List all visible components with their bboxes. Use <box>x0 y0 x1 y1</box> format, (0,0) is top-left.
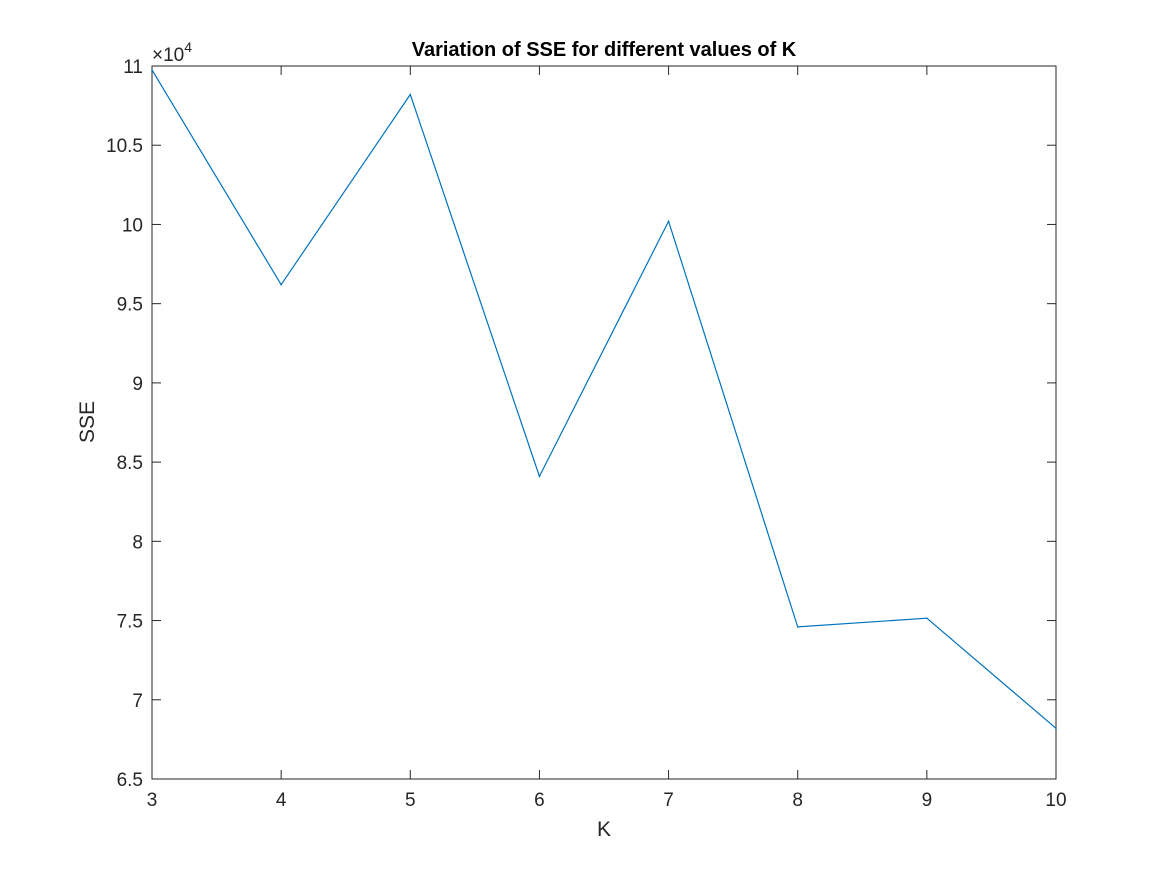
chart-title: Variation of SSE for different values of… <box>412 39 797 61</box>
series-lines <box>151 69 1057 730</box>
y-axis-multiplier: ×104 <box>152 39 192 66</box>
sse-series-line <box>151 69 1057 729</box>
y-axis-multiplier-exponent: 4 <box>184 39 192 55</box>
sse-data-point <box>538 475 541 478</box>
y-axis-multiplier-base: ×10 <box>152 45 184 66</box>
y-tick-label: 6.5 <box>117 770 143 791</box>
x-tick-label: 3 <box>147 790 158 811</box>
x-axis-label: K <box>597 818 611 841</box>
sse-data-point <box>409 93 412 96</box>
sse-data-point <box>926 617 928 619</box>
sse-data-point <box>796 626 799 628</box>
y-tick-label: 8.5 <box>117 453 143 474</box>
x-tick-label: 5 <box>405 790 416 811</box>
y-axis-label: SSE <box>76 401 99 443</box>
y-tick-label: 11 <box>123 57 143 78</box>
y-tick-label: 8 <box>132 532 143 553</box>
sse-data-point <box>1055 727 1057 730</box>
plot-area <box>151 65 1057 780</box>
x-tick-label: 9 <box>922 790 933 811</box>
x-tick-label: 4 <box>276 790 287 811</box>
sse-data-point <box>667 220 670 223</box>
sse-data-point <box>280 283 282 286</box>
y-tick-label: 9.5 <box>117 295 143 316</box>
x-tick-label: 10 <box>1045 790 1066 811</box>
y-tick-label: 7.5 <box>117 612 143 633</box>
y-tick-label: 7 <box>132 691 143 712</box>
x-tick-label: 6 <box>534 790 545 811</box>
x-tick-label: 7 <box>663 790 674 811</box>
axis-ticks <box>151 65 1057 780</box>
y-tick-label: 10.5 <box>106 136 143 157</box>
y-tick-label: 10 <box>122 215 143 236</box>
sse-data-point <box>151 69 153 71</box>
y-tick-label: 9 <box>132 374 143 395</box>
y-tick-labels: 6.5 7 7.5 8 8.5 9 9.5 10 10.5 11 <box>106 57 143 791</box>
x-tick-label: 8 <box>792 790 803 811</box>
x-tick-labels: 3 4 5 6 7 8 9 10 <box>147 790 1067 811</box>
